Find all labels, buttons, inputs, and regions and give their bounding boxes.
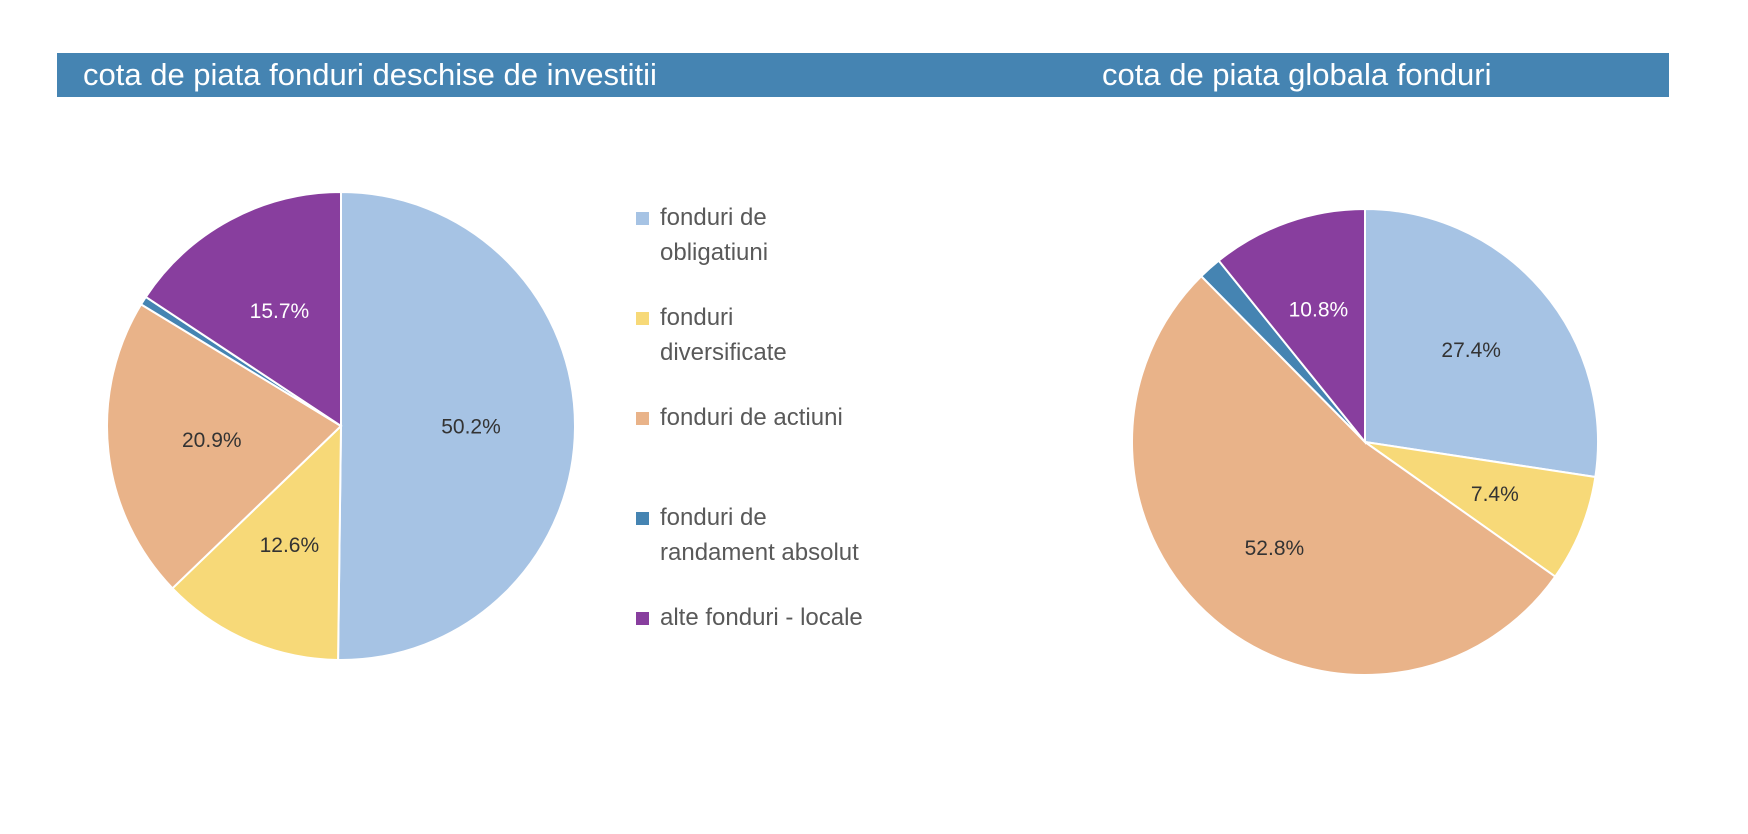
pie-data-label: 7.4% xyxy=(1471,483,1519,506)
legend-label: alte fonduri - locale xyxy=(660,604,863,631)
legend-swatch xyxy=(636,212,649,225)
pie-slice-alte-fonduri-locale xyxy=(1217,207,1366,445)
legend-label: fonduri de randament absolut xyxy=(660,504,859,566)
pie-slice-fonduri-de-actiuni xyxy=(106,302,343,590)
legend-swatch xyxy=(636,512,649,525)
legend-label: fonduri de obligatiuni xyxy=(660,204,769,266)
pie-data-label: 27.4% xyxy=(1441,339,1501,362)
chart-title-left: cota de piata fonduri deschise de invest… xyxy=(83,57,657,92)
pie-slice-fonduri-de-obligatiuni xyxy=(337,190,576,661)
pie-data-label: 50.2% xyxy=(441,415,501,438)
pie-data-label: 12.6% xyxy=(260,534,320,557)
legend-label: fonduri diversificate xyxy=(660,304,787,366)
legend-label: fonduri de actiuni xyxy=(660,404,843,431)
pie-slice-alte-fonduri-locale xyxy=(144,190,342,428)
pie-chart-right: 27.4% 7.4% 52.8% 10.8% xyxy=(1131,207,1599,676)
pie-data-label: 10.8% xyxy=(1289,298,1349,321)
pie-slice-fonduri-de-obligatiuni xyxy=(1364,207,1599,479)
pie-slice-fonduri-diversificate xyxy=(171,423,343,661)
header-bar: cota de piata fonduri deschise de invest… xyxy=(57,53,1669,97)
pie-slice-fonduri-de-actiuni xyxy=(1131,274,1557,676)
pie-data-label: 15.7% xyxy=(250,300,310,323)
legend-swatch xyxy=(636,412,649,425)
pie-chart-left: 50.2% 12.6% 20.9% 15.7% xyxy=(106,190,576,661)
legend-swatch xyxy=(636,612,649,625)
legend-swatch xyxy=(636,312,649,325)
pie-slice-fonduri-diversificate xyxy=(1364,441,1597,578)
pie-data-label: 20.9% xyxy=(182,429,242,452)
chart-title-right: cota de piata globala fonduri xyxy=(1102,57,1492,92)
pie-data-label: 52.8% xyxy=(1245,537,1305,560)
